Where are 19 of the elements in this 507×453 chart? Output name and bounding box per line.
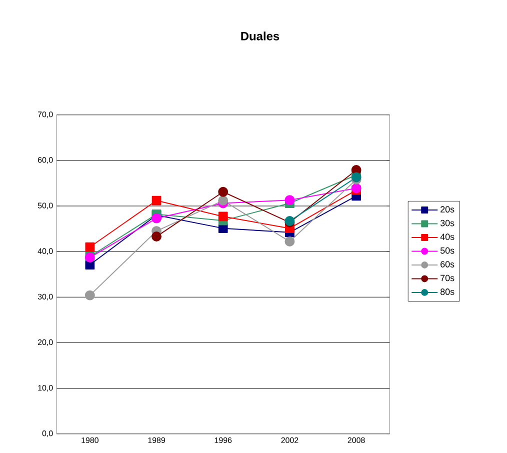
point [284, 195, 295, 206]
point [218, 212, 228, 222]
point [351, 172, 362, 182]
legend-label: 70s [440, 274, 454, 282]
legend-label: 60s [440, 261, 454, 268]
point [284, 236, 295, 247]
point [152, 196, 162, 206]
point [85, 242, 95, 252]
legend-label: 50s [440, 247, 454, 254]
legend-label: 20s [440, 206, 454, 213]
chart-title: Duales [241, 32, 280, 40]
legend-label: 30s [440, 220, 454, 226]
point [152, 213, 162, 224]
legend-label: 80s [440, 288, 454, 295]
point [152, 232, 162, 242]
point [218, 186, 228, 197]
point [84, 290, 95, 300]
legend-label: 40s [440, 234, 454, 240]
point [218, 196, 228, 206]
